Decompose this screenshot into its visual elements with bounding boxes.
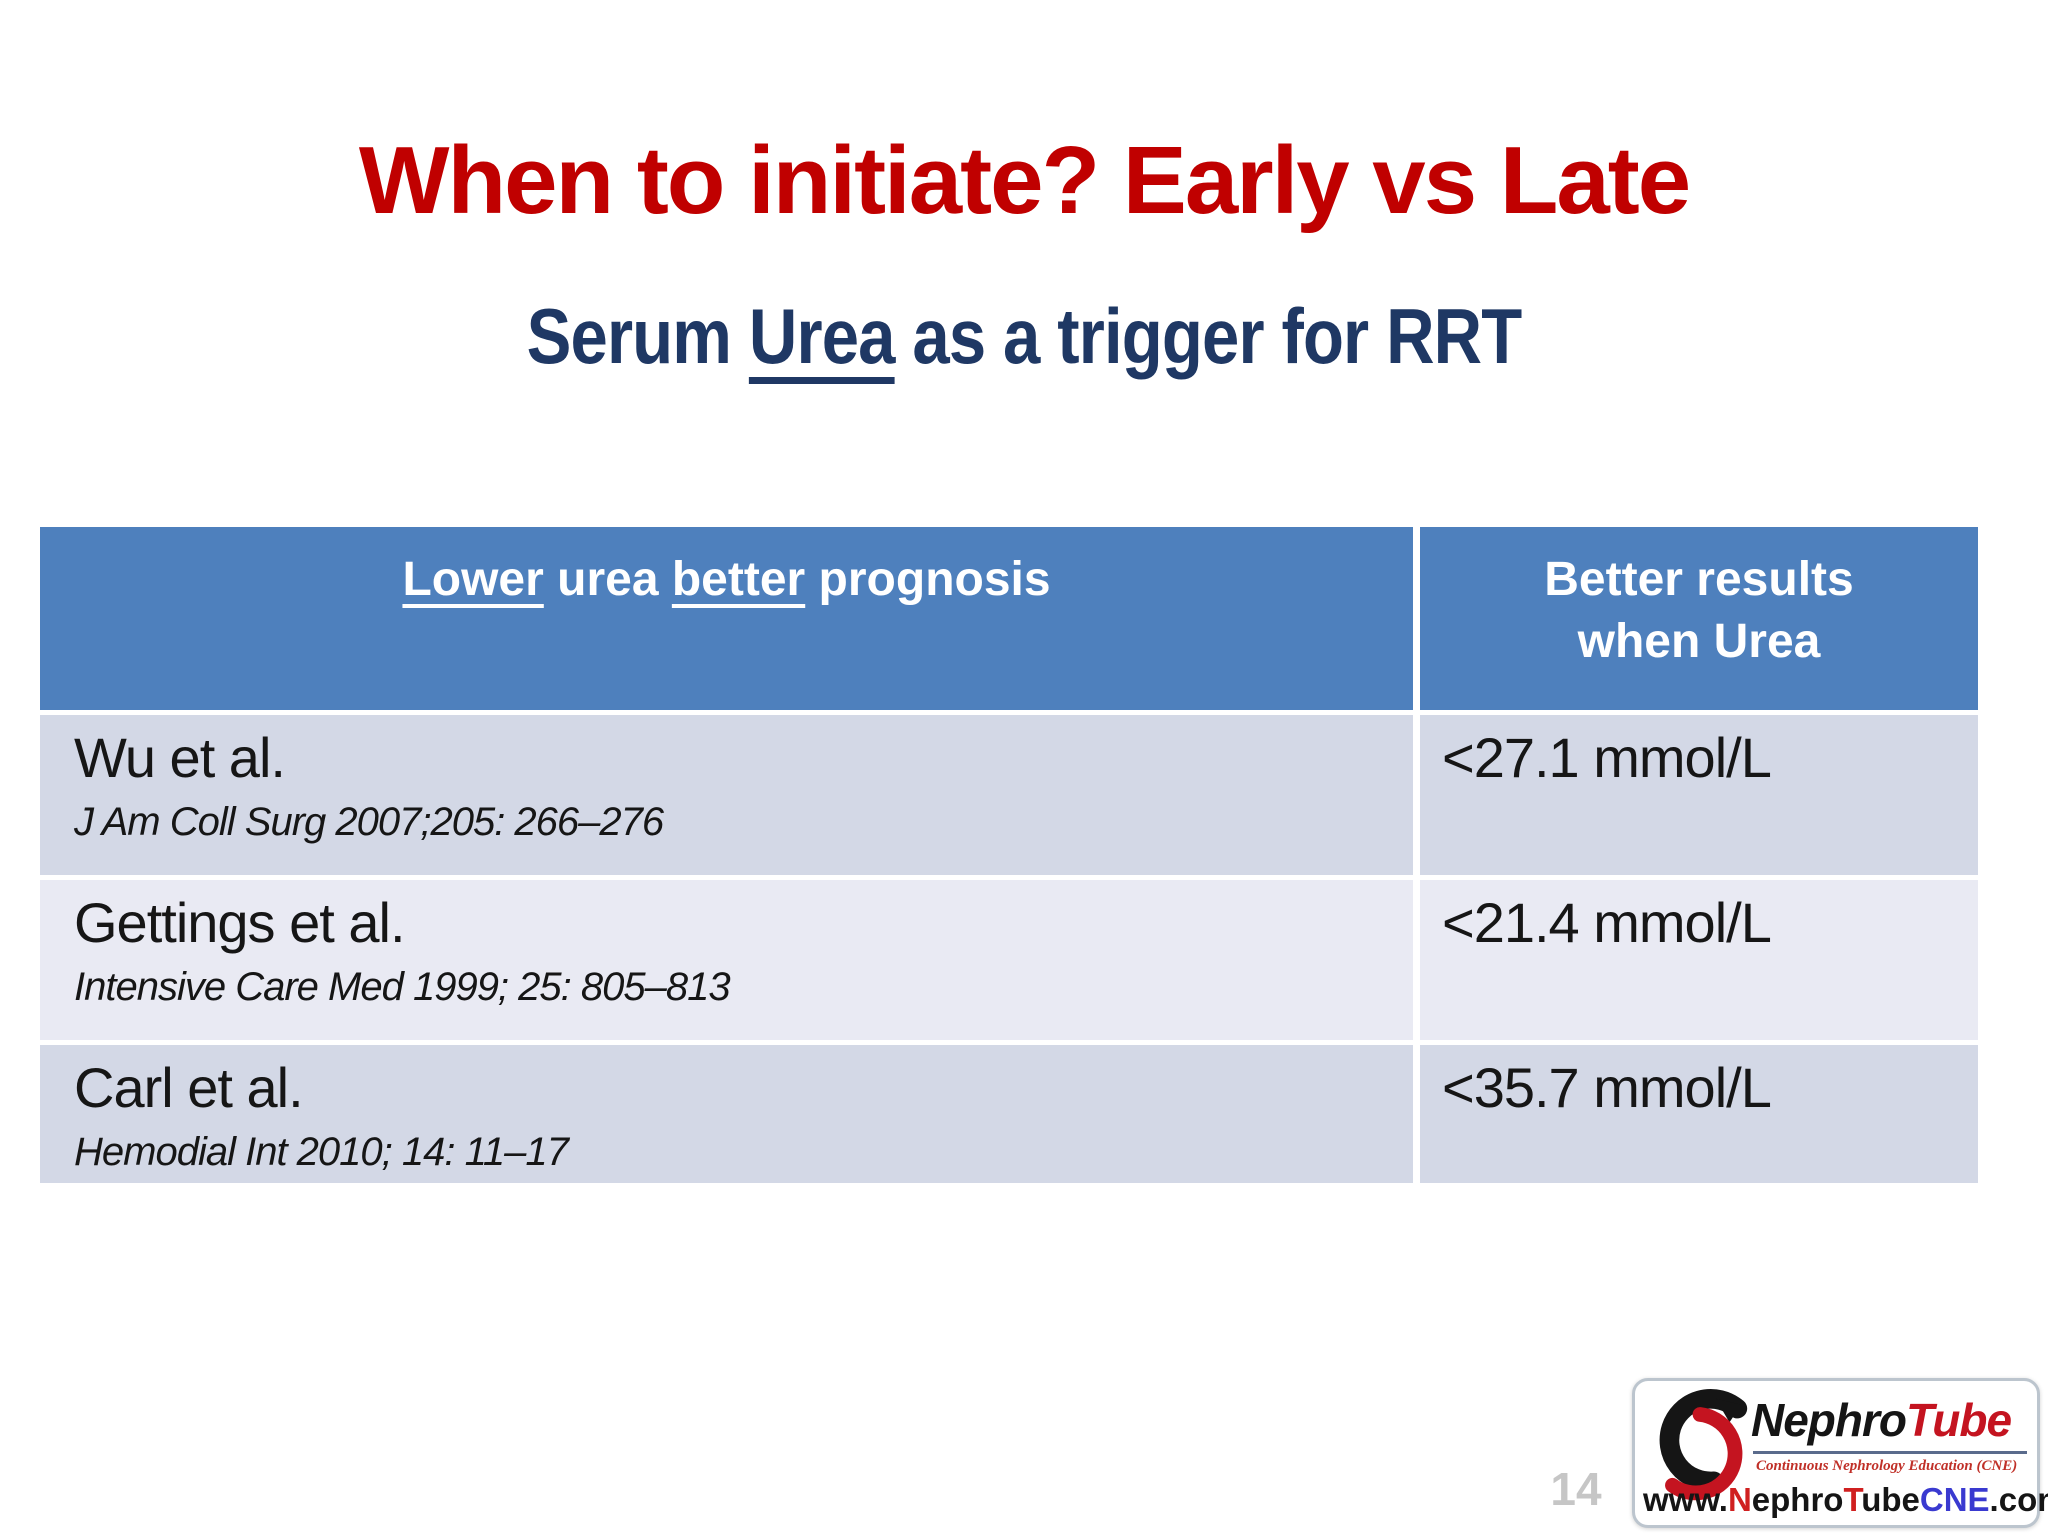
study-name: Gettings et al.: [74, 891, 406, 954]
table-row-study-gettings: Gettings et al. Intensive Care Med 1999;…: [40, 880, 1413, 1040]
urea-trigger-table: Lower urea better prognosis Better resul…: [40, 527, 1978, 1183]
url-ube: ube: [1861, 1481, 1920, 1518]
url-com: .com: [1989, 1481, 2048, 1518]
table-header-prognosis-text: Lower urea better prognosis: [402, 549, 1050, 611]
header-text-prognosis: prognosis: [805, 553, 1051, 606]
url-cne: CNE: [1919, 1481, 1990, 1518]
subtitle-prefix: Serum: [526, 292, 749, 380]
study-name: Wu et al.: [74, 726, 286, 789]
nephrotube-brand-text: NephroTube: [1751, 1393, 2012, 1447]
brand-tube: Tube: [1906, 1394, 2012, 1446]
slide-title: When to initiate? Early vs Late: [358, 127, 1691, 234]
page-number: 14: [1550, 1463, 1602, 1515]
study-citation: J Am Coll Surg 2007;205: 266–276: [74, 800, 664, 844]
study-citation: Intensive Care Med 1999; 25: 805–813: [74, 965, 731, 1009]
table-row-study-carl: Carl et al. Hemodial Int 2010; 14: 11–17: [40, 1045, 1413, 1183]
study-citation: Hemodial Int 2010; 14: 11–17: [74, 1130, 569, 1174]
table-row-threshold-carl: <35.7 mmol/L: [1420, 1045, 1978, 1183]
header-text-urea: urea: [543, 553, 672, 606]
nephrotube-logo: NephroTube Continuous Nephrology Educati…: [1632, 1378, 2048, 1528]
header-underlined-better: better: [671, 553, 806, 606]
logo-website-url: www.NephroTubeCNE.com: [1643, 1481, 2048, 1519]
table-header-results: Better results when Urea: [1420, 527, 1978, 710]
subtitle-underlined-word: Urea: [748, 292, 896, 380]
url-ephro: ephro: [1751, 1481, 1844, 1518]
table-header-results-line1: Better results: [1544, 553, 1854, 606]
brand-divider-line: [1753, 1451, 2027, 1454]
table-header-prognosis: Lower urea better prognosis: [40, 527, 1413, 710]
url-t: T: [1843, 1481, 1862, 1518]
nephrotube-swoosh-icon: [1659, 1389, 1748, 1501]
study-name: Carl et al.: [74, 1056, 304, 1119]
url-www: www.: [1643, 1481, 1728, 1518]
slide-subtitle: Serum Urea as a trigger for RRT: [143, 292, 1904, 382]
table-row-study-wu: Wu et al. J Am Coll Surg 2007;205: 266–2…: [40, 715, 1413, 875]
table-header-results-line2: when Urea: [1577, 615, 1821, 668]
table-row-threshold-wu: <27.1 mmol/L: [1420, 715, 1978, 875]
subtitle-suffix: as a trigger for RRT: [894, 292, 1522, 380]
brand-nephro: Nephro: [1751, 1394, 1907, 1446]
logo-tagline: Continuous Nephrology Education (CNE): [1756, 1458, 2018, 1474]
url-n: N: [1727, 1481, 1752, 1518]
table-row-threshold-gettings: <21.4 mmol/L: [1420, 880, 1978, 1040]
header-underlined-lower: Lower: [402, 553, 544, 606]
